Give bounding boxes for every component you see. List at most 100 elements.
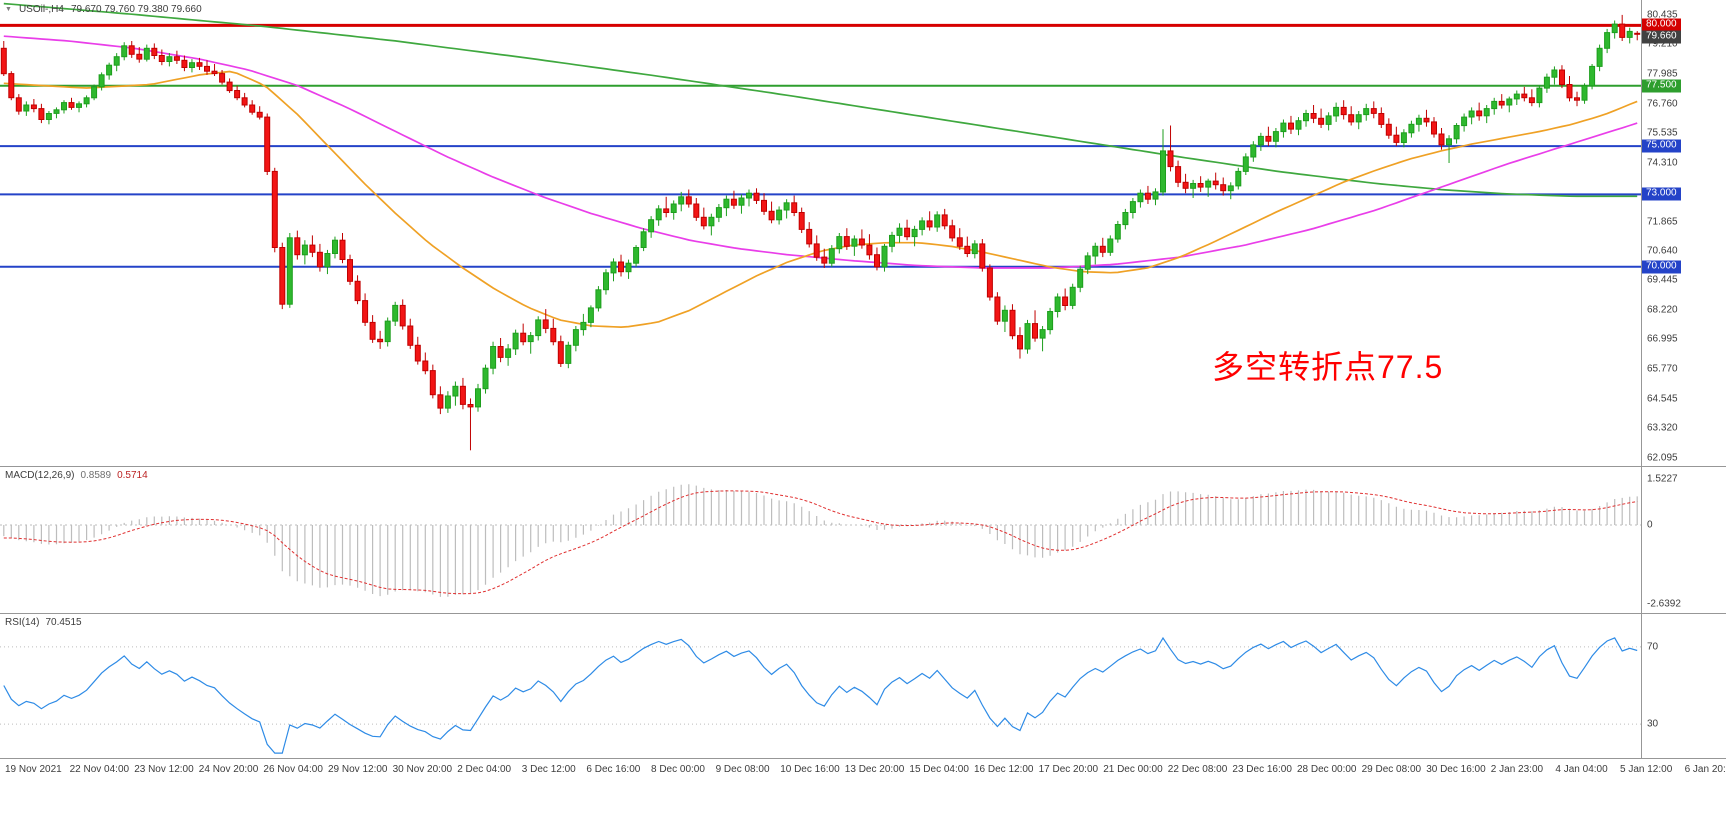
candle [776,209,783,221]
candle [1619,23,1626,38]
candle [249,104,256,113]
time-axis-label: 5 Jan 12:00 [1620,764,1673,775]
time-axis[interactable]: 19 Nov 2021 22 Nov 04:00 23 Nov 12:00 24 No… [0,758,1726,839]
candle [971,243,978,255]
price-tick-label: 69.445 [1647,274,1678,286]
candle [618,261,624,273]
candle [219,73,226,83]
candle [964,245,971,255]
candle [761,199,767,212]
candle [610,261,617,274]
candle [1250,144,1257,158]
candle [1325,115,1332,125]
price-tick-label: 80.435 [1647,9,1678,21]
candle [392,304,399,322]
time-axis-label: 28 Dec 00:00 [1297,764,1357,775]
candle [1280,122,1287,133]
price-axis[interactable]: 80.435 79.210 77.985 76.760 75.535 74.310 71.8… [1641,0,1726,758]
rsi-line [3,636,1638,754]
macd-label-text: MACD(12,26,9) [5,470,75,481]
candle [1122,212,1129,226]
candle [38,108,45,120]
candle [1566,84,1573,99]
candle [949,225,956,239]
macd-histogram [3,484,1638,597]
candle [1197,183,1204,188]
candle [128,45,135,55]
candle [113,56,120,66]
candle [286,237,293,305]
candle [68,102,75,108]
candle [1137,192,1144,203]
time-axis-label: 16 Dec 12:00 [974,764,1034,775]
time-axis-label: 6 Jan 20:00 [1684,764,1726,775]
time-axis-label: 13 Dec 20:00 [844,764,905,775]
candle [1084,255,1091,270]
candle [467,404,474,408]
price-tick-label: 66.995 [1647,333,1678,345]
candle [851,238,858,247]
candle [1288,122,1294,130]
candle [1393,134,1400,143]
candle [1431,121,1437,135]
macd-axis-label: 1.5227 [1647,473,1678,485]
price-tick-label: 65.770 [1647,363,1678,375]
candle [1144,192,1151,200]
candle [1415,117,1422,125]
candle [1363,108,1370,116]
candle [377,338,384,343]
time-axis-label: 21 Dec 00:00 [1103,764,1163,775]
time-axis-label: 23 Dec 16:00 [1232,764,1292,775]
candle [956,237,963,247]
candle [347,259,353,282]
candle [98,74,105,88]
candle [1521,93,1528,99]
candle [151,47,158,56]
candle [1107,238,1114,253]
candle [806,228,813,245]
candle [1634,32,1641,35]
macd-axis-label: 0 [1647,519,1653,531]
candle [1423,117,1430,123]
candle [271,170,278,248]
time-axis-label: 2 Jan 23:00 [1490,764,1544,775]
time-axis-label: 17 Dec 20:00 [1038,764,1099,775]
candle [1476,110,1483,117]
candle [678,196,685,205]
candle [211,70,218,75]
time-axis-label: 6 Dec 16:00 [586,764,641,775]
candle [798,212,805,230]
candle [730,198,737,206]
time-axis-label: 30 Dec 16:00 [1426,764,1486,775]
candle [625,262,632,273]
candle [1333,106,1340,117]
price-tick-label: 64.545 [1647,393,1678,405]
candle [791,202,798,214]
rsi-value: 70.4515 [45,617,82,628]
symbol-dropdown-icon[interactable]: ▼ [5,6,12,13]
candle [1551,69,1558,78]
candle [783,202,790,211]
candle [279,247,286,305]
macd-signal-line [3,490,1638,595]
candle [173,56,180,61]
candle [813,243,820,258]
candle [1114,224,1121,240]
candle [1047,311,1054,331]
candle [354,280,361,302]
candle [828,248,835,264]
candle [136,53,143,60]
price-tick-label: 70.640 [1647,245,1678,257]
candle [324,253,331,268]
candle [1009,309,1016,337]
candle [1461,116,1468,127]
price-tick-label: 75.535 [1647,127,1678,139]
candle [670,203,677,213]
candle [264,116,271,172]
candle [535,319,542,337]
macd-axis-label: -2.6392 [1647,598,1681,610]
candle [821,256,828,264]
price-tick-label: 71.865 [1647,216,1678,228]
candle [934,214,941,228]
